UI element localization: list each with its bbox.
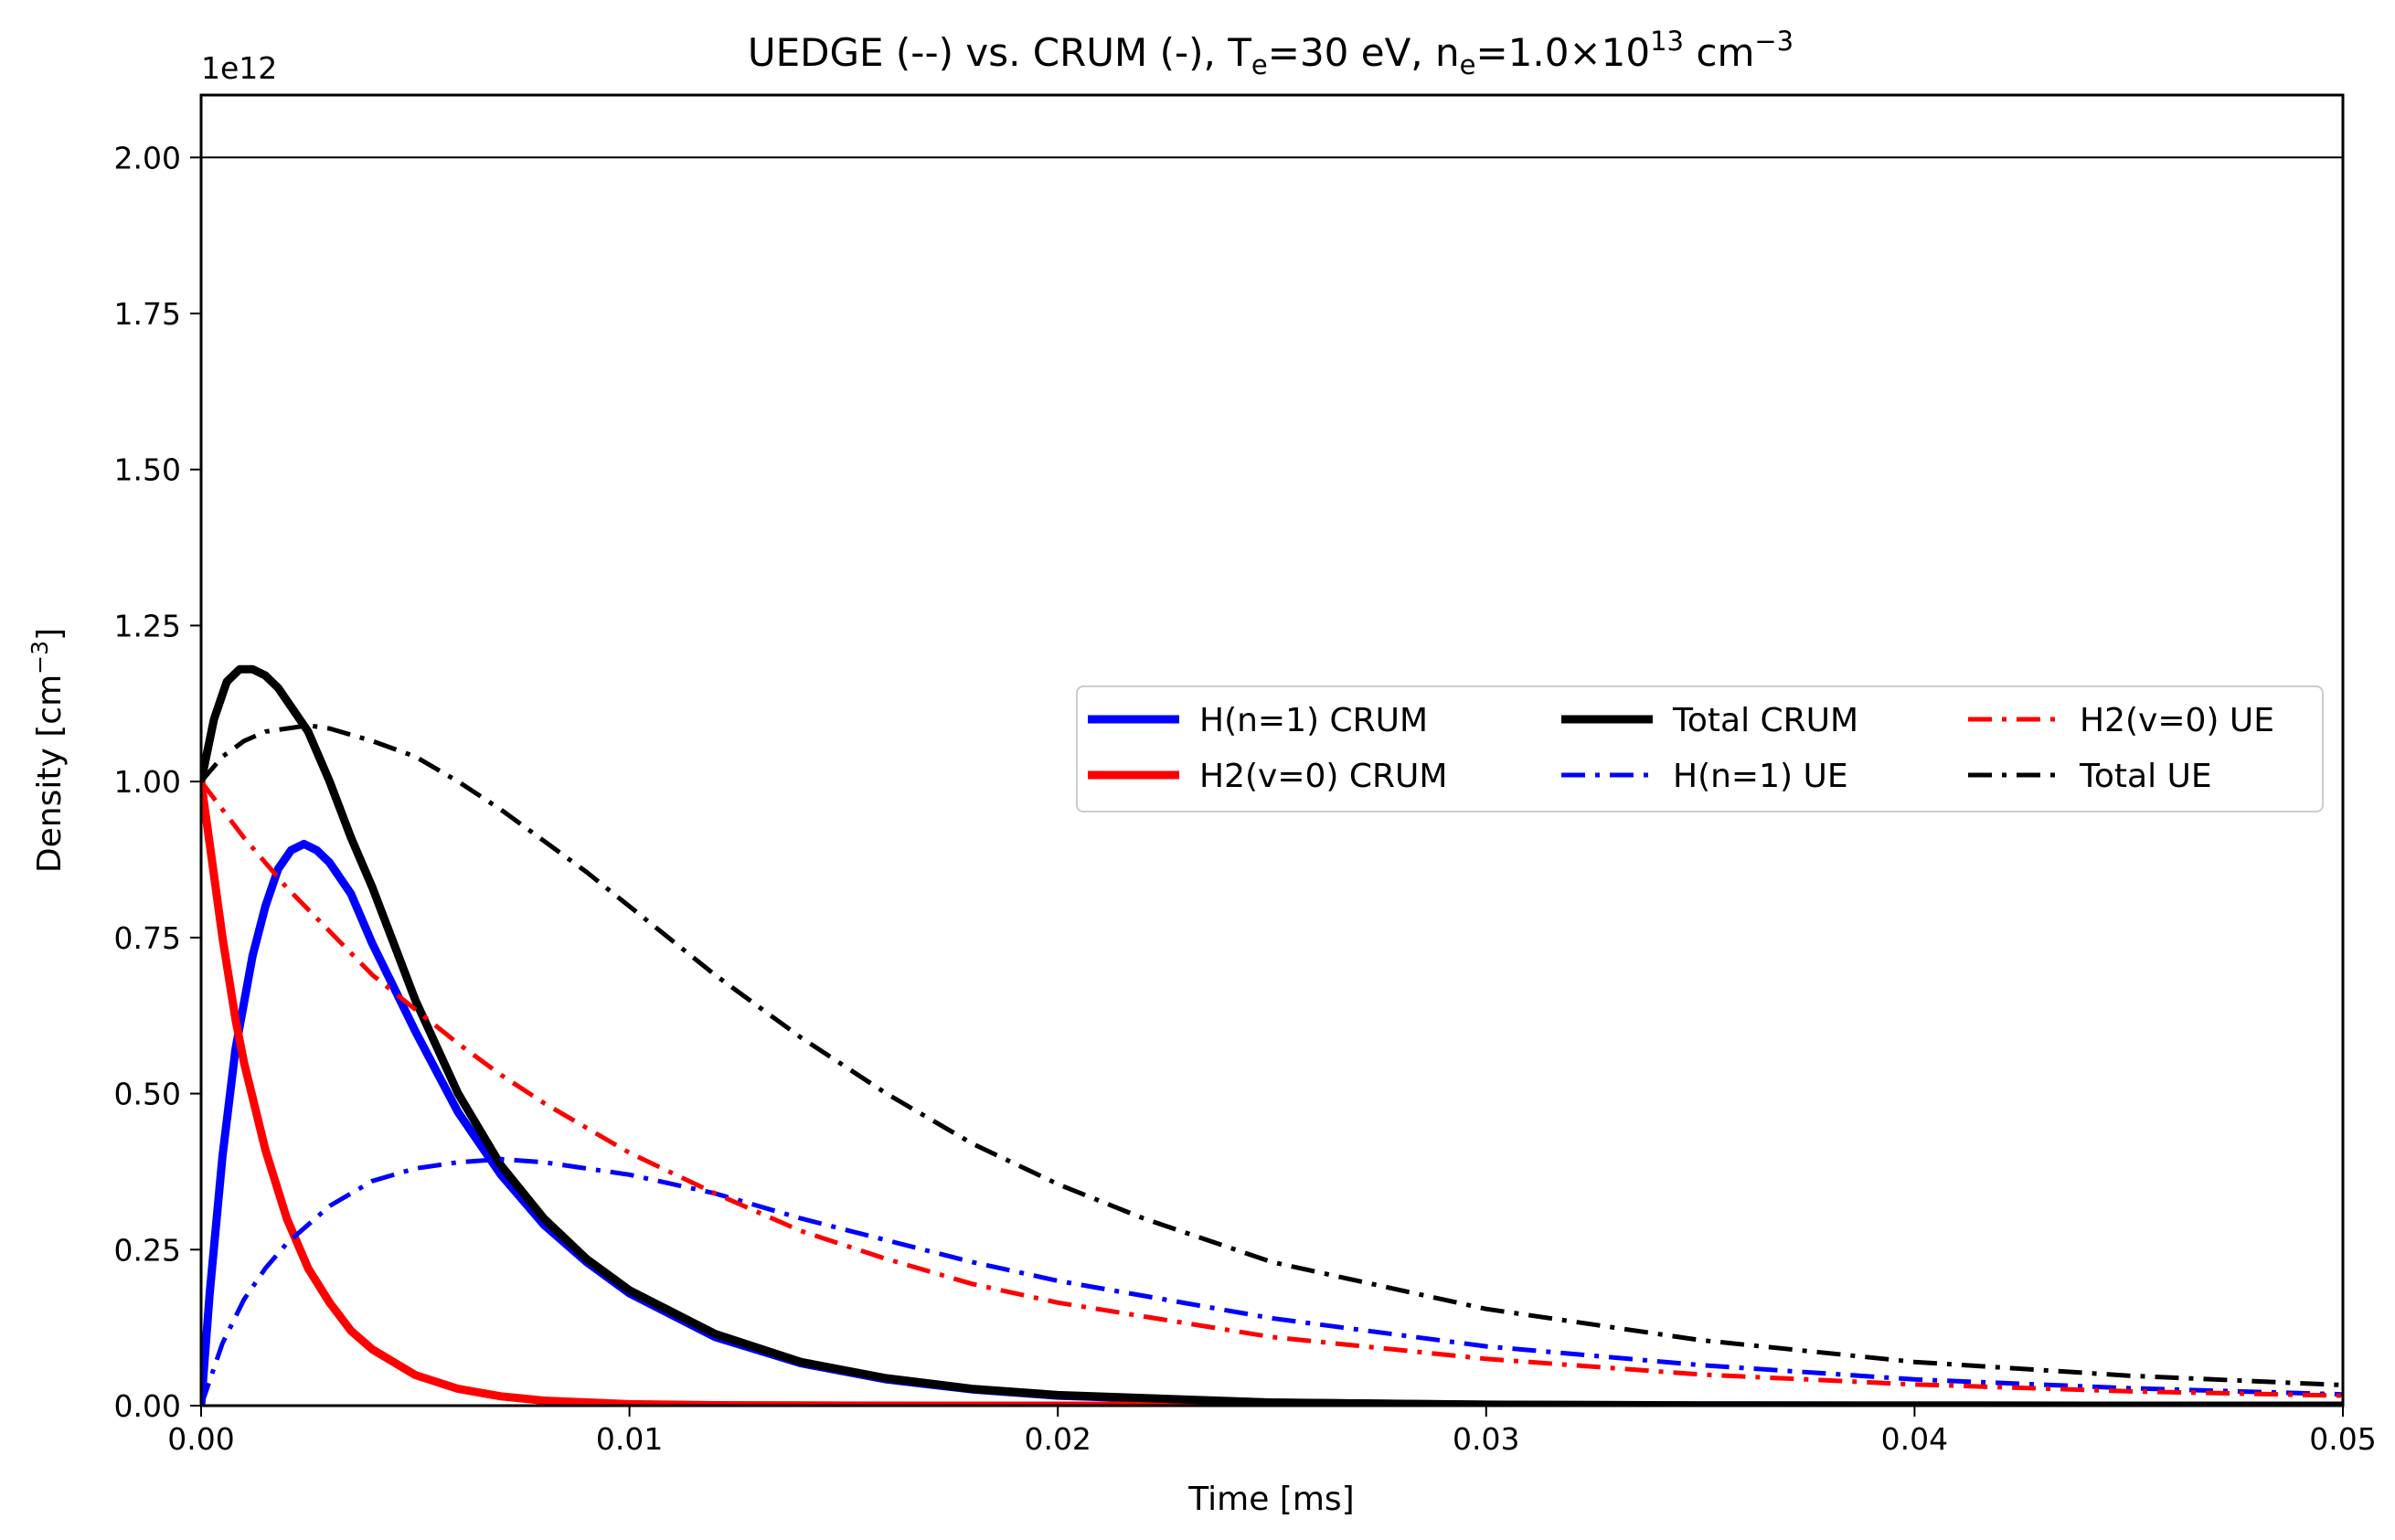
x-tick-label: 0.04 <box>1881 1421 1948 1457</box>
x-tick-label: 0.00 <box>167 1421 234 1457</box>
y-tick-label: 1.75 <box>114 296 181 332</box>
chart-title: UEDGE (--) vs. CRUM (-), Te=30 eV, ne=1.… <box>748 26 1794 80</box>
y-tick-label: 0.00 <box>114 1388 181 1424</box>
plot-area-frame <box>199 93 2345 1407</box>
series-line-h-n-1-crum <box>201 839 2343 1406</box>
legend-label-h-n-1-crum: H(n=1) CRUM <box>1199 702 1428 739</box>
x-axis-label: Time [ms] <box>1187 1481 1354 1518</box>
legend-box <box>1076 685 2324 812</box>
legend-label-h-n-1-ue: H(n=1) UE <box>1673 758 1848 795</box>
y-offset-label: 1e12 <box>201 50 277 86</box>
y-tick-label: 1.00 <box>114 764 181 800</box>
y-axis-ticks: 0.00 0.25 0.50 0.75 1.00 1.25 1.50 1.75 2.00 <box>114 140 201 1424</box>
y-tick-label: 0.50 <box>114 1077 181 1112</box>
y-axis-label: Density [cm−3] <box>27 628 69 873</box>
x-axis-ticks: 0.00 0.01 0.02 0.03 0.04 0.05 <box>167 1406 2377 1457</box>
x-tick-label: 0.05 <box>2309 1421 2376 1457</box>
y-tick-label: 2.00 <box>114 140 181 175</box>
series-line-total-crum <box>201 664 2343 1406</box>
legend-label-total-crum: Total CRUM <box>1672 702 1858 739</box>
y-tick-label: 1.25 <box>114 608 181 643</box>
legend-label-h2-v-0-crum: H2(v=0) CRUM <box>1199 758 1447 795</box>
series-line-h2-v-0-crum <box>201 781 2343 1406</box>
series-line-h-n-1-ue <box>201 1156 2343 1406</box>
x-tick-label: 0.01 <box>596 1421 663 1457</box>
legend: H(n=1) CRUM H2(v=0) CRUM Total CRUM H(n=1) … <box>1076 685 2324 812</box>
y-tick-label: 1.50 <box>114 452 181 488</box>
legend-label-total-ue: Total UE <box>2079 758 2212 795</box>
x-tick-label: 0.03 <box>1453 1421 1519 1457</box>
legend-label-h2-v-0-ue: H2(v=0) UE <box>2080 702 2274 739</box>
x-tick-label: 0.02 <box>1024 1421 1091 1457</box>
series-layer <box>201 664 2343 1406</box>
series-line-total-ue <box>201 723 2343 1387</box>
y-tick-label: 0.75 <box>114 920 181 956</box>
series-line-h2-v-0-ue <box>201 780 2343 1398</box>
y-tick-label: 0.25 <box>114 1232 181 1268</box>
